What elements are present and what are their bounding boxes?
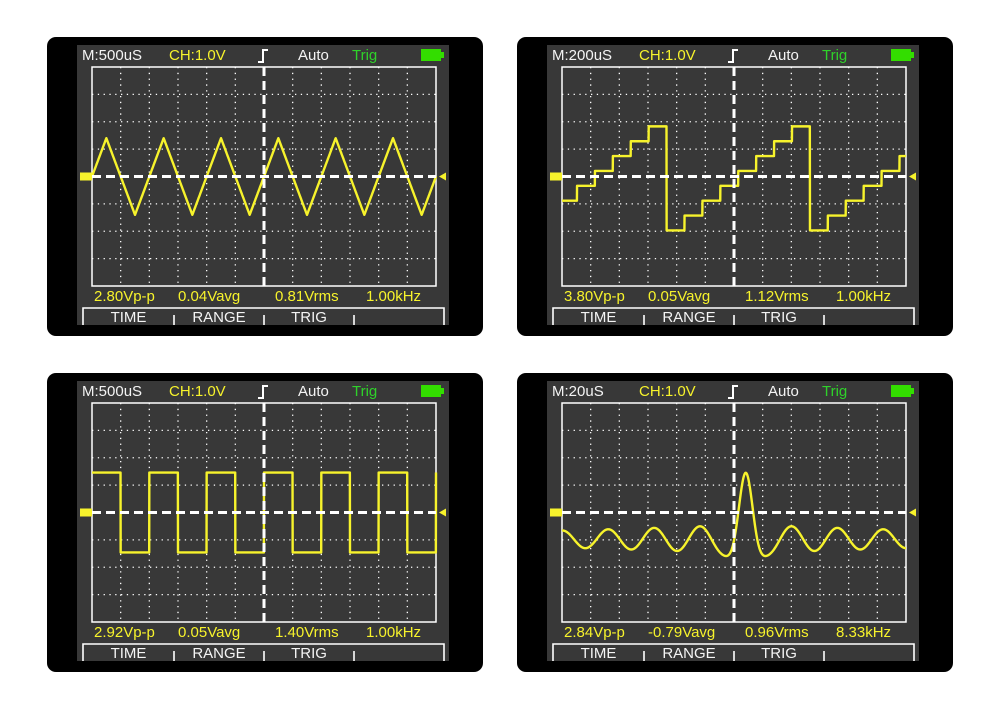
oscilloscope-panel: M:500uS CH:1.0V Auto Trig 2.80Vp-p 0.04Vavg 0.… (47, 37, 483, 336)
menu-button-range[interactable]: RANGE (192, 645, 246, 662)
trig-status-label: Trig (352, 383, 378, 400)
waveform-trace (90, 471, 438, 554)
frequency-readout: 1.00kHz (836, 288, 892, 305)
menu-button-time[interactable]: TIME (110, 309, 147, 326)
vrms-readout: 0.81Vrms (275, 288, 339, 305)
scope-display (80, 385, 446, 661)
rising-edge-icon (258, 385, 268, 399)
vavg-readout: 0.04Vavg (178, 288, 241, 305)
timebase-label: M:20uS (552, 383, 604, 400)
timebase-label: M:500uS (82, 383, 143, 400)
waveform-trace (560, 471, 908, 558)
trig-status-label: Trig (822, 47, 848, 64)
oscilloscope-panel: M:200uS CH:1.0V Auto Trig 3.80Vp-p 0.05Vavg 1.… (517, 37, 953, 336)
menu-frame (552, 643, 915, 661)
menu-button-empty[interactable] (354, 309, 444, 326)
timebase-label: M:500uS (82, 47, 143, 64)
menu-button-range[interactable]: RANGE (192, 309, 246, 326)
frequency-readout: 1.00kHz (366, 288, 422, 305)
trigger-mode-label: Auto (768, 383, 799, 400)
battery-terminal (441, 388, 444, 394)
menu-button-range[interactable]: RANGE (662, 645, 716, 662)
channel-level-marker[interactable] (550, 172, 562, 181)
trigger-mode-label: Auto (768, 47, 799, 64)
vavg-readout: 0.05Vavg (648, 288, 711, 305)
trigger-level-marker[interactable] (909, 172, 916, 181)
trigger-level-marker[interactable] (439, 172, 446, 181)
vrms-readout: 1.40Vrms (275, 624, 339, 641)
trigger-mode-label: Auto (298, 47, 329, 64)
vrms-readout: 1.12Vrms (745, 288, 809, 305)
trigger-mode-label: Auto (298, 383, 329, 400)
menu-button-trig[interactable]: TRIG (761, 309, 797, 326)
timebase-label: M:200uS (552, 47, 613, 64)
channel-scale-label: CH:1.0V (639, 383, 696, 400)
vpp-readout: 3.80Vp-p (564, 288, 625, 305)
vpp-readout: 2.92Vp-p (94, 624, 155, 641)
menu-button-trig[interactable]: TRIG (761, 645, 797, 662)
trigger-level-marker[interactable] (439, 508, 446, 517)
scope-display (80, 49, 446, 325)
channel-scale-label: CH:1.0V (169, 383, 226, 400)
battery-full-icon (421, 49, 441, 61)
menu-button-empty[interactable] (354, 645, 444, 662)
oscilloscope-panel: M:500uS CH:1.0V Auto Trig 2.92Vp-p 0.05Vavg 1.… (47, 373, 483, 672)
vrms-readout: 0.96Vrms (745, 624, 809, 641)
channel-level-marker[interactable] (80, 172, 92, 181)
frequency-readout: 1.00kHz (366, 624, 422, 641)
scope-display (550, 49, 916, 325)
rising-edge-icon (728, 49, 738, 63)
vavg-readout: -0.79Vavg (648, 624, 716, 641)
menu-button-empty[interactable] (824, 309, 914, 326)
menu-button-time[interactable]: TIME (580, 645, 617, 662)
frequency-readout: 8.33kHz (836, 624, 892, 641)
menu-button-empty[interactable] (824, 645, 914, 662)
battery-full-icon (891, 49, 911, 61)
rising-edge-icon (258, 49, 268, 63)
battery-terminal (911, 52, 914, 58)
menu-frame (82, 307, 445, 325)
trig-status-label: Trig (352, 47, 378, 64)
trig-status-label: Trig (822, 383, 848, 400)
menu-button-time[interactable]: TIME (110, 645, 147, 662)
vavg-readout: 0.05Vavg (178, 624, 241, 641)
battery-terminal (441, 52, 444, 58)
menu-frame (82, 643, 445, 661)
battery-terminal (911, 388, 914, 394)
rising-edge-icon (728, 385, 738, 399)
menu-button-time[interactable]: TIME (580, 309, 617, 326)
vpp-readout: 2.80Vp-p (94, 288, 155, 305)
vpp-readout: 2.84Vp-p (564, 624, 625, 641)
menu-frame (552, 307, 915, 325)
oscilloscope-panel: M:20uS CH:1.0V Auto Trig 2.84Vp-p -0.79Vavg 0.… (517, 373, 953, 672)
battery-full-icon (421, 385, 441, 397)
channel-level-marker[interactable] (550, 508, 562, 517)
trigger-level-marker[interactable] (909, 508, 916, 517)
channel-scale-label: CH:1.0V (169, 47, 226, 64)
menu-button-range[interactable]: RANGE (662, 309, 716, 326)
channel-scale-label: CH:1.0V (639, 47, 696, 64)
menu-button-trig[interactable]: TRIG (291, 309, 327, 326)
scope-display (550, 385, 916, 661)
menu-button-trig[interactable]: TRIG (291, 645, 327, 662)
battery-full-icon (891, 385, 911, 397)
channel-level-marker[interactable] (80, 508, 92, 517)
